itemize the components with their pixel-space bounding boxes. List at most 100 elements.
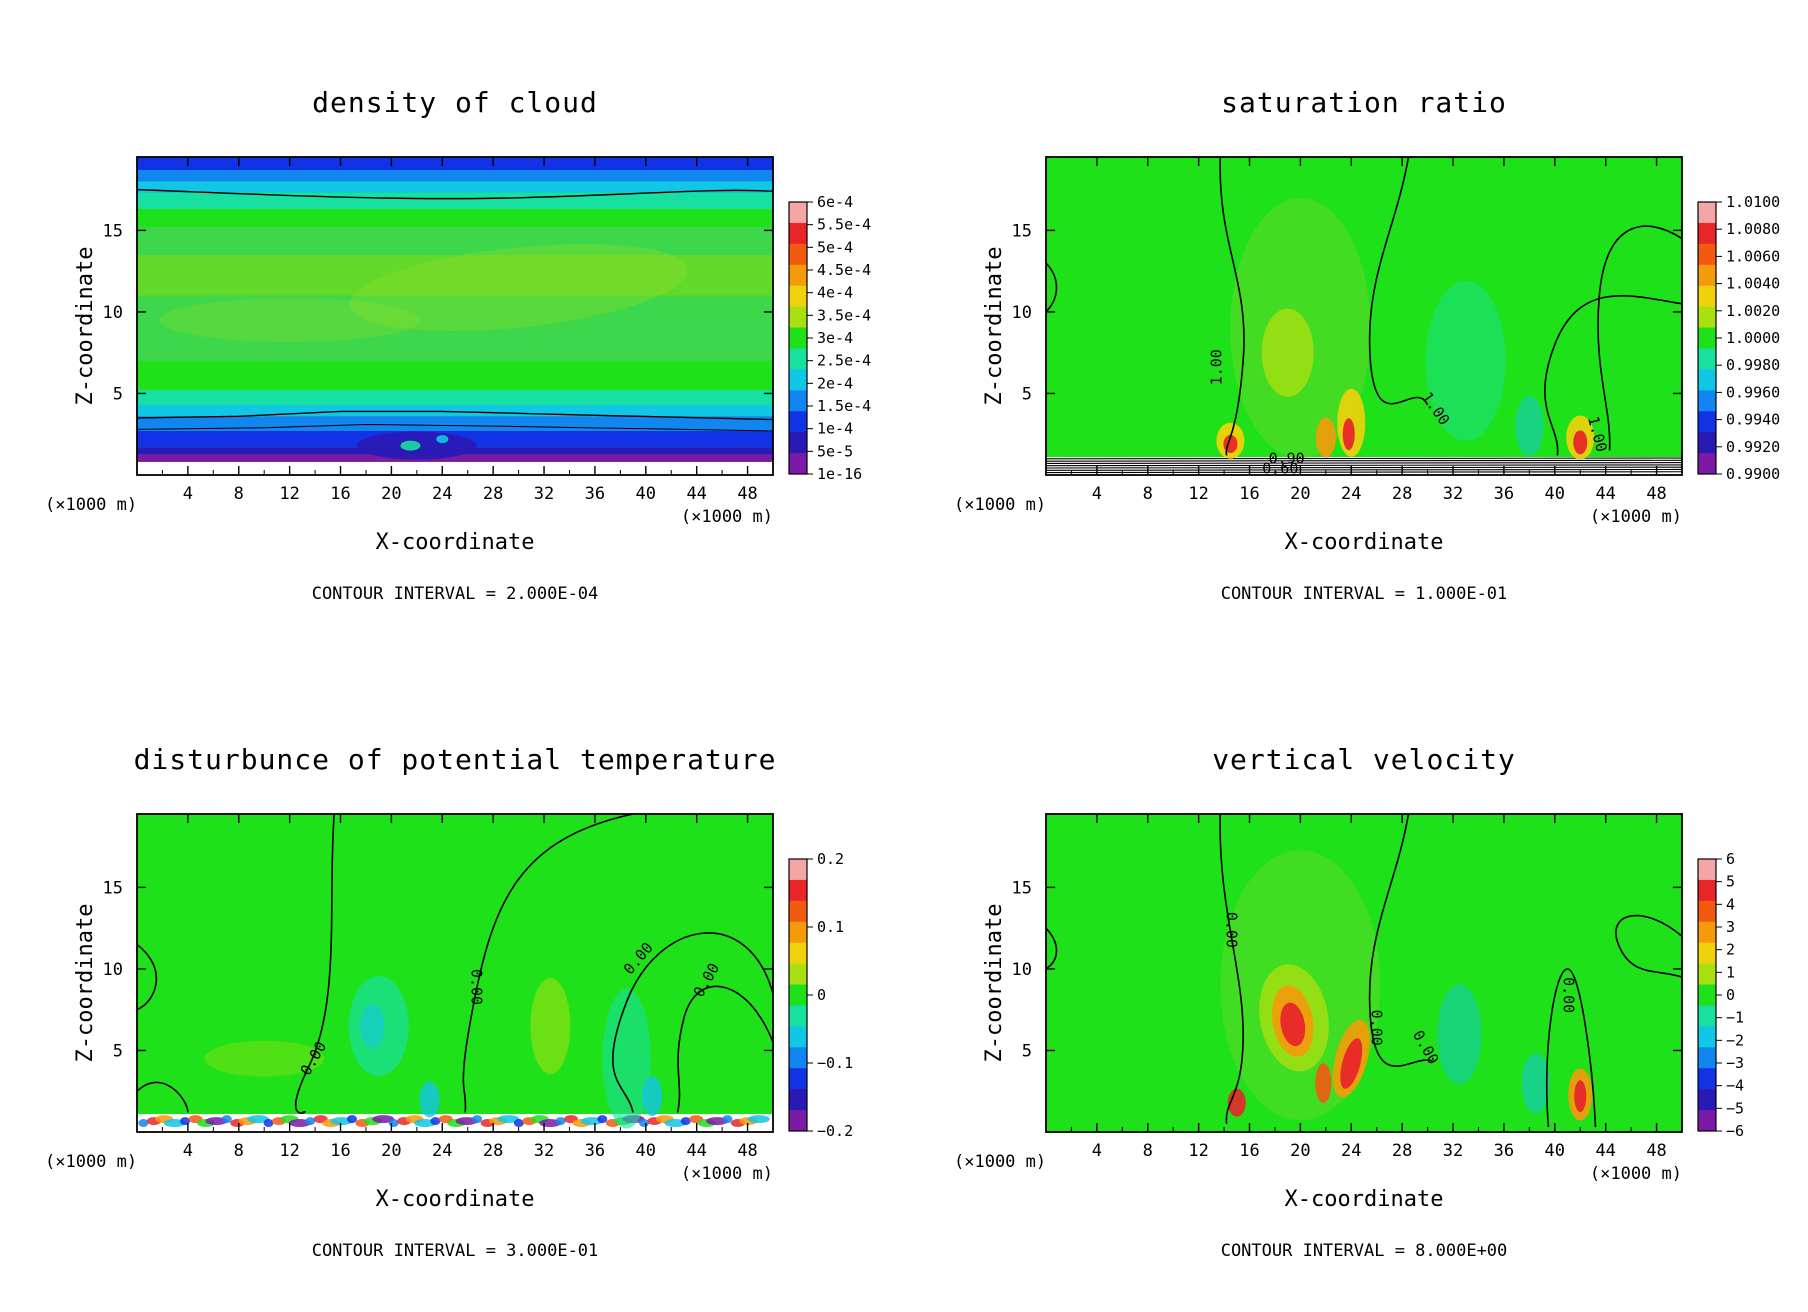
colorbar-label: 6e-4 xyxy=(817,193,853,211)
contour-line xyxy=(1615,914,1682,978)
y-tick-label: 15 xyxy=(1012,878,1032,898)
contour-line xyxy=(137,410,773,421)
colorbar-segment xyxy=(1698,202,1716,224)
y-tick-label: 15 xyxy=(1012,221,1032,241)
colorbar-segment xyxy=(789,243,807,266)
x-tick-label: 48 xyxy=(737,1141,757,1161)
contour-line xyxy=(1046,262,1058,313)
colorbar-label: 1e-16 xyxy=(817,465,862,483)
contour-interval-text: CONTOUR INTERVAL = 2.000E-04 xyxy=(312,584,599,604)
value-band xyxy=(137,254,773,296)
field-feature xyxy=(1574,1080,1587,1113)
x-unit-label-right: (×1000 m) xyxy=(1590,1164,1682,1184)
colorbar-label: 2.5e-4 xyxy=(817,352,871,370)
colorbar-segment xyxy=(789,432,807,454)
contour-interval-text: CONTOUR INTERVAL = 8.000E+00 xyxy=(1221,1241,1508,1261)
colorbar-label: 1e-4 xyxy=(817,420,853,438)
field-feature xyxy=(388,1119,399,1128)
chart-title: density of cloud xyxy=(312,86,598,119)
x-tick-label: 16 xyxy=(1239,1141,1259,1161)
field-feature xyxy=(497,1115,520,1124)
colorbar-label: 1 xyxy=(1726,963,1735,981)
colorbar-segment xyxy=(1698,306,1716,329)
contour-line xyxy=(1545,968,1597,1128)
colorbar-segment xyxy=(1698,963,1716,986)
x-tick-label: 48 xyxy=(1646,484,1666,504)
colorbar-label: 3.5e-4 xyxy=(817,306,871,324)
x-unit-label-right: (×1000 m) xyxy=(681,1164,773,1184)
colorbar-label: 0.9940 xyxy=(1726,411,1780,429)
field-feature xyxy=(221,1115,232,1124)
field-feature xyxy=(530,978,571,1074)
colorbar-segment xyxy=(1698,879,1716,902)
colorbar-segment xyxy=(1698,264,1716,287)
colorbar-label: 1.5e-4 xyxy=(817,397,871,415)
x-tick-label: 28 xyxy=(483,484,503,504)
colorbar-segment xyxy=(1698,942,1716,965)
colorbar-label: 0 xyxy=(1726,986,1735,1004)
field-feature xyxy=(204,1040,325,1077)
chart-panel: disturbunce of potential temperature 0.00… xyxy=(45,743,853,1261)
colorbar-segment xyxy=(1698,1026,1716,1048)
contour-line xyxy=(137,423,773,432)
value-band xyxy=(137,227,773,255)
plot-background xyxy=(137,814,773,1132)
field-feature xyxy=(247,1115,270,1124)
x-tick-label: 12 xyxy=(279,484,299,504)
x-tick-label: 20 xyxy=(381,484,401,504)
value-band xyxy=(137,454,773,462)
colorbar-segment xyxy=(789,369,807,391)
x-tick-label: 4 xyxy=(183,1141,193,1161)
x-unit-label-right: (×1000 m) xyxy=(1590,507,1682,527)
field-feature xyxy=(597,1115,608,1124)
colorbar-segment xyxy=(789,411,807,433)
field-feature xyxy=(1342,418,1355,451)
contour-line xyxy=(1219,157,1245,456)
contour-label: 0.00 xyxy=(1223,912,1241,948)
colorbar-label: 1.0020 xyxy=(1726,302,1780,320)
x-unit-label-left: (×1000 m) xyxy=(45,495,137,515)
field-feature xyxy=(360,1004,385,1048)
x-tick-label: 36 xyxy=(1494,1141,1514,1161)
x-tick-label: 32 xyxy=(1443,1141,1463,1161)
x-tick-label: 4 xyxy=(183,484,193,504)
colorbar-segment xyxy=(1698,243,1716,266)
contour-line xyxy=(1046,468,1682,471)
chart-title: disturbunce of potential temperature xyxy=(134,743,777,776)
colorbar-segment xyxy=(1698,1068,1716,1090)
field-feature xyxy=(138,1119,149,1128)
x-tick-label: 44 xyxy=(686,1141,706,1161)
colorbar-segment xyxy=(789,921,807,944)
x-tick-label: 32 xyxy=(534,484,554,504)
colorbar-segment xyxy=(1698,432,1716,454)
contour-line xyxy=(1046,471,1682,474)
x-tick-label: 24 xyxy=(432,1141,452,1161)
colorbar-label: −4 xyxy=(1726,1077,1744,1095)
colorbar-label: 1.0040 xyxy=(1726,275,1780,293)
contour-label: 0.90 xyxy=(1269,450,1305,468)
colorbar-label: 0.9960 xyxy=(1726,383,1780,401)
field-feature xyxy=(1425,280,1506,441)
colorbar-segment xyxy=(1698,859,1716,881)
colorbar: 0.2 0.1 0 −0.1 −0.2 xyxy=(788,850,853,1140)
colorbar-segment xyxy=(789,1068,807,1090)
contour-line xyxy=(1046,462,1682,464)
colorbar-segment xyxy=(1698,411,1716,433)
y-tick-label: 10 xyxy=(1012,960,1032,980)
x-tick-label: 20 xyxy=(1290,1141,1310,1161)
colorbar-label: 5.5e-4 xyxy=(817,216,871,234)
field-feature xyxy=(263,1119,274,1128)
colorbar-label: 1.0000 xyxy=(1726,329,1780,347)
colorbar-segment xyxy=(1698,1005,1716,1027)
x-tick-label: 40 xyxy=(1545,484,1565,504)
colorbar: 6 5 4 3 2 1 0 −1 −2 −3 −4 −5 −6 xyxy=(1697,850,1744,1140)
colorbar-segment xyxy=(789,222,807,245)
colorbar-segment xyxy=(789,879,807,902)
field-feature xyxy=(1315,1063,1332,1104)
field-feature xyxy=(430,1117,441,1126)
